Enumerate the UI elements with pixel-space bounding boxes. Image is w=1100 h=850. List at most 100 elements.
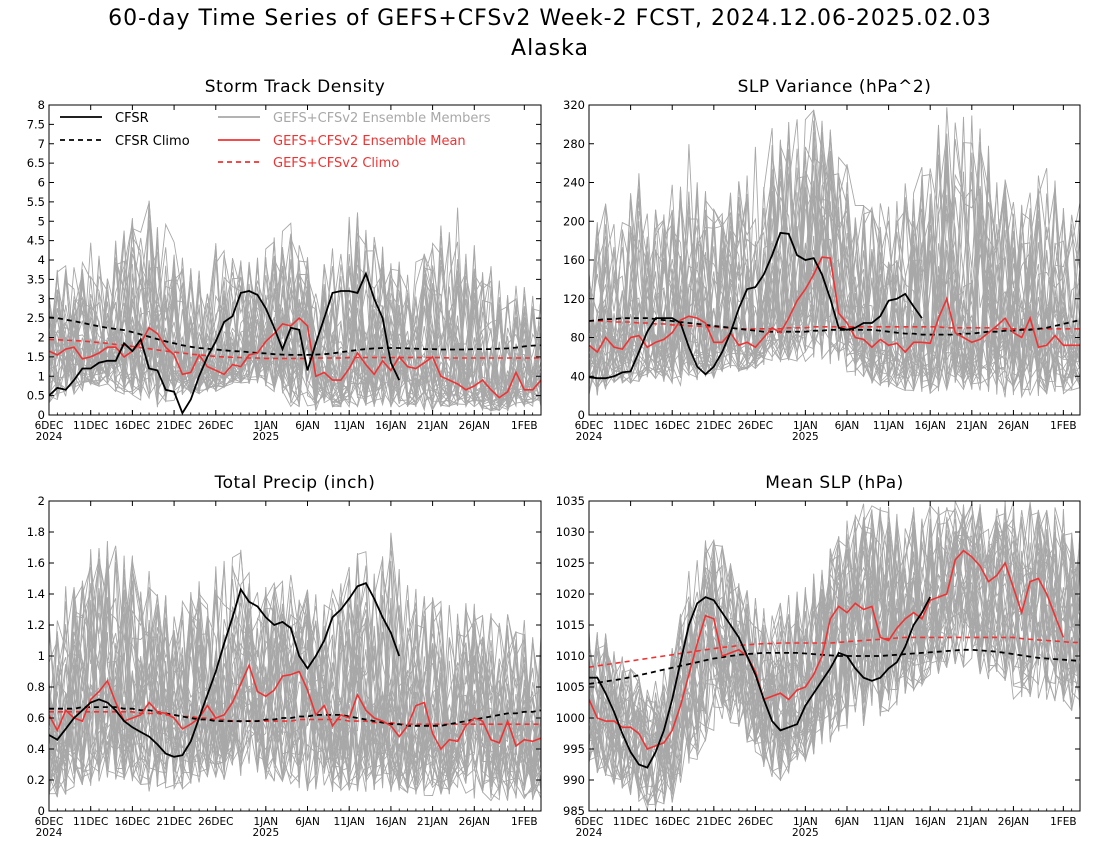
x-tick-label: 11JAN — [334, 816, 365, 828]
y-tick-label: 1.5 — [27, 350, 45, 364]
x-tick-label: 21JAN — [417, 420, 448, 432]
year-label: 2025 — [252, 827, 279, 839]
ensemble-members — [589, 107, 1080, 399]
x-tick-label: 16DEC — [115, 420, 150, 432]
x-tick-label: 16DEC — [655, 816, 690, 828]
x-tick-label: 16JAN — [915, 420, 946, 432]
member-line — [589, 132, 1080, 397]
y-tick-label: 160 — [563, 253, 585, 267]
y-tick-label: 4 — [38, 253, 45, 267]
member-line — [589, 168, 1080, 391]
y-tick-label: 2.5 — [27, 311, 45, 325]
y-tick-label: 1.6 — [27, 556, 45, 570]
x-tick-label: 21DEC — [156, 420, 191, 432]
y-tick-label: 1025 — [556, 556, 585, 570]
y-axis: 0 0.5 1 1.5 2 2.5 3 3.5 4 4.5 5 5.5 6 6.5 7 7.5 8 — [27, 98, 541, 422]
member-line — [589, 518, 1080, 761]
x-tick-label: 6JAN — [835, 420, 860, 432]
y-tick-label: 5 — [38, 214, 45, 228]
member-line — [49, 558, 541, 792]
x-tick-label: 11DEC — [613, 816, 648, 828]
x-tick-label: 26JAN — [998, 816, 1029, 828]
x-tick-label: 16DEC — [115, 816, 150, 828]
x-tick-label: 6JAN — [295, 816, 320, 828]
x-tick-label: 1FEB — [1050, 816, 1077, 828]
y-tick-label: 2 — [38, 494, 45, 508]
legend: CFSR CFSR Climo GEFS+CFSv2 Ensemble Member… — [60, 111, 491, 171]
cfsr-climo-line — [589, 648, 1080, 685]
x-tick-label: 16DEC — [655, 420, 690, 432]
y-axis: 985 990 995 1000 1005 1010 1015 1020 1025 1030 103… — [556, 494, 1080, 818]
member-line — [589, 509, 1080, 789]
x-tick-label: 11DEC — [613, 420, 648, 432]
y-tick-label: 8 — [38, 98, 45, 112]
legend-gefs-climo-label: GEFS+CFSv2 Climo — [273, 156, 399, 171]
member-line — [589, 503, 1080, 805]
x-tick-label: 21JAN — [417, 816, 448, 828]
x-tick-label: 11DEC — [73, 420, 108, 432]
cfsr-line — [49, 271, 401, 415]
member-line — [49, 237, 541, 412]
member-line — [589, 144, 1080, 392]
x-tick-label: 26DEC — [198, 816, 233, 828]
year-label: 2024 — [576, 827, 603, 839]
member-line — [49, 586, 541, 796]
x-tick-label: 1FEB — [511, 816, 538, 828]
gefs-climo-line — [589, 320, 1080, 330]
y-tick-label: 0 — [38, 408, 45, 422]
legend-members-label: GEFS+CFSv2 Ensemble Members — [273, 111, 491, 126]
y-tick-label: 0.2 — [27, 773, 45, 787]
member-line — [49, 558, 541, 794]
x-tick-label: 21JAN — [956, 816, 987, 828]
y-tick-label: 1035 — [556, 494, 585, 508]
legend-ensemble-mean-label: GEFS+CFSv2 Ensemble Mean — [273, 134, 466, 149]
member-line — [49, 240, 541, 408]
y-tick-label: 0.8 — [27, 680, 45, 694]
x-tick-label: 1JAN — [253, 420, 278, 432]
y-tick-label: 7 — [38, 137, 45, 151]
ensemble-members — [49, 200, 541, 413]
gefs-climo-line — [49, 710, 541, 726]
y-tick-label: 985 — [563, 804, 585, 818]
ensemble-mean-line — [589, 256, 1080, 354]
member-line — [589, 148, 1080, 398]
year-label: 2024 — [36, 827, 63, 839]
cfsr-climo-line — [49, 316, 541, 356]
cfsr-line — [589, 231, 923, 380]
x-axis: 6DEC 11DEC 16DEC 21DEC 26DEC 1JAN 6JAN 11JAN 16J… — [575, 501, 1081, 839]
x-tick-label: 11JAN — [334, 420, 365, 432]
year-label: 2025 — [252, 431, 279, 443]
y-tick-label: 1010 — [556, 649, 585, 663]
y-tick-label: 1030 — [556, 525, 585, 539]
member-line — [589, 513, 1080, 763]
y-tick-label: 5.5 — [27, 195, 45, 209]
member-line — [589, 146, 1080, 390]
gefs-climo-line — [49, 338, 541, 360]
x-tick-label: 21DEC — [696, 816, 731, 828]
y-tick-label: 7.5 — [27, 117, 45, 131]
ensemble-members — [589, 501, 1080, 810]
x-tick-label: 26DEC — [738, 816, 773, 828]
y-tick-label: 0.4 — [27, 742, 45, 756]
y-tick-label: 1020 — [556, 587, 585, 601]
y-tick-label: 240 — [563, 176, 585, 190]
x-tick-label: 11DEC — [73, 816, 108, 828]
x-tick-label: 21DEC — [156, 816, 191, 828]
y-tick-label: 1000 — [556, 711, 585, 725]
y-tick-label: 1.4 — [27, 587, 45, 601]
x-tick-label: 1FEB — [511, 420, 538, 432]
y-tick-label: 990 — [563, 773, 585, 787]
member-line — [49, 259, 541, 408]
cfsr-line — [589, 596, 931, 769]
cfsr-climo-line — [49, 706, 541, 727]
member-line — [589, 518, 1080, 774]
member-line — [589, 156, 1080, 395]
x-tick-label: 26JAN — [998, 420, 1029, 432]
panel-title: Storm Track Density — [205, 77, 386, 97]
figure-title: 60-day Time Series of GEFS+CFSv2 Week-2 … — [108, 6, 992, 31]
y-tick-label: 1 — [38, 369, 45, 383]
panel-title: Mean SLP (hPa) — [765, 473, 904, 493]
x-tick-label: 6DEC — [575, 816, 604, 828]
